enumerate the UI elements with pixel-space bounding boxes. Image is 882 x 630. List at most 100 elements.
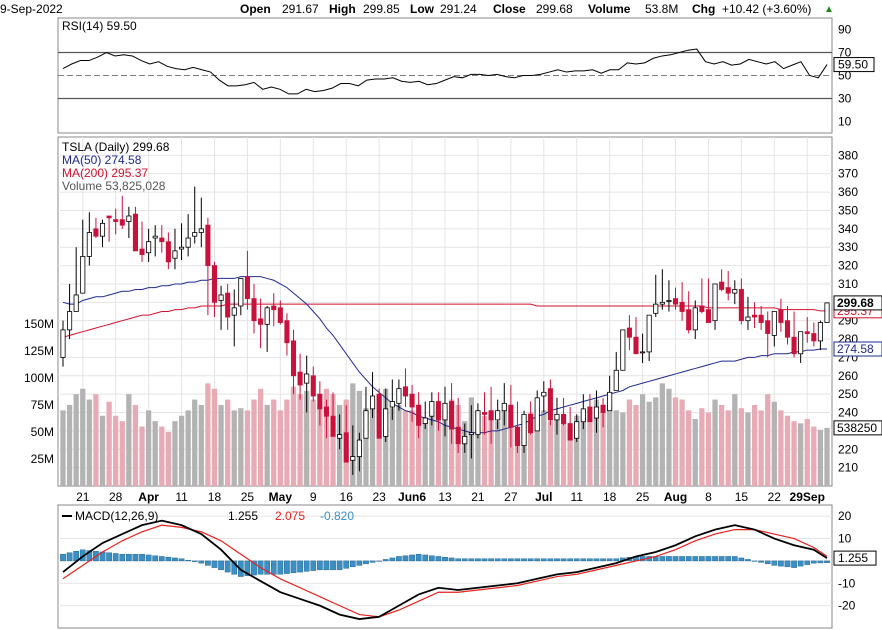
- candle: [514, 401, 520, 453]
- candle-body: [244, 276, 250, 300]
- candle: [350, 425, 356, 475]
- candle: [172, 228, 178, 270]
- candle-body: [699, 305, 705, 312]
- macd-tick-label: -20: [838, 599, 856, 613]
- candle-body: [271, 305, 277, 311]
- candle-body: [416, 404, 422, 426]
- candle-body: [179, 246, 185, 250]
- macd-histogram-bar: [284, 560, 290, 574]
- volume-bar: [653, 397, 659, 486]
- candle: [620, 329, 626, 371]
- candle: [126, 206, 132, 239]
- candle: [238, 278, 244, 316]
- candle: [93, 217, 99, 239]
- macd-histogram-bar: [501, 558, 508, 562]
- macd-histogram-bar: [810, 560, 817, 564]
- candle: [804, 317, 810, 343]
- volume-bar: [106, 401, 112, 486]
- x-tick-label: 8: [705, 490, 712, 504]
- volume-bar: [238, 408, 244, 486]
- candle: [442, 386, 448, 437]
- volume-bar: [587, 419, 593, 486]
- x-tick-label: 21: [76, 490, 90, 504]
- macd-histogram-bar: [422, 554, 429, 562]
- candle: [86, 212, 92, 266]
- candle-body: [429, 401, 435, 417]
- macd-tick-label: 10: [838, 532, 852, 546]
- rsi-last-label-box: 59.50: [833, 57, 875, 73]
- candle-body: [60, 329, 66, 358]
- macd-histogram-bar: [448, 557, 455, 562]
- volume-bar: [732, 394, 738, 486]
- candle-body: [580, 408, 586, 423]
- macd-histogram-bar: [356, 560, 363, 566]
- candle-body: [277, 307, 283, 323]
- volume-bar: [541, 410, 547, 486]
- candle-body: [389, 401, 395, 408]
- volume-bar: [699, 408, 705, 486]
- volume-bar: [639, 394, 646, 486]
- chg-value: +10.42 (+3.60%): [722, 2, 812, 16]
- x-tick-label: Apr: [138, 490, 159, 504]
- macd-histogram-bar: [415, 554, 422, 562]
- rsi-tick-label: 10: [838, 115, 852, 129]
- volume-bar: [178, 415, 185, 486]
- candle: [304, 355, 310, 413]
- candle: [429, 392, 435, 426]
- macd-histogram-bar: [718, 556, 725, 562]
- volume-bar: [745, 412, 751, 486]
- macd-histogram-bar: [270, 560, 277, 575]
- macd-histogram-bar: [389, 557, 396, 562]
- macd-histogram-bar: [593, 558, 600, 562]
- macd-histogram-bar: [606, 558, 613, 562]
- candle-body: [383, 408, 389, 437]
- candle: [251, 283, 257, 334]
- volume-bar: [218, 404, 224, 486]
- volume-tick-label: 150M: [24, 317, 54, 331]
- candle: [370, 372, 376, 419]
- candle: [705, 278, 711, 323]
- macd-histogram-bar: [494, 558, 501, 562]
- candle: [297, 353, 303, 400]
- candle: [738, 278, 744, 325]
- price-tick-label: 220: [838, 442, 858, 456]
- x-tick-label: 13: [438, 490, 452, 504]
- candle-body: [712, 283, 718, 322]
- macd-histogram-bar: [369, 560, 376, 563]
- volume-bar: [633, 404, 639, 486]
- macd-histogram-bar: [764, 560, 771, 565]
- candle-body: [534, 397, 540, 432]
- macd-histogram-bar: [481, 558, 488, 562]
- volume-bar: [93, 394, 99, 486]
- candle: [132, 206, 138, 252]
- volume-bar: [198, 404, 204, 486]
- volume-bar: [824, 427, 830, 486]
- volume-bar: [185, 410, 191, 486]
- macd-histogram-bar: [672, 556, 679, 562]
- candle-body: [633, 336, 639, 355]
- volume-bar: [488, 412, 494, 486]
- macd-histogram-bar: [349, 560, 356, 568]
- candle: [205, 217, 211, 316]
- macd-histogram-bar: [508, 558, 514, 562]
- candle-body: [481, 412, 488, 415]
- candle: [383, 388, 389, 442]
- candle: [211, 261, 218, 318]
- macd-histogram-bar: [679, 556, 685, 562]
- volume-bar: [304, 390, 310, 486]
- candle-body: [811, 333, 817, 342]
- candle: [765, 311, 771, 358]
- volume-bar: [211, 388, 218, 486]
- macd-histogram-bar: [824, 560, 830, 563]
- volume-bar: [560, 419, 567, 486]
- volume-bar: [475, 410, 481, 486]
- macd-histogram-bar: [534, 558, 541, 562]
- candle-body: [725, 287, 731, 294]
- candle-body: [376, 393, 382, 439]
- macd-histogram-bar: [580, 558, 587, 562]
- macd-histogram-bar: [264, 560, 271, 575]
- volume-bar: [132, 404, 139, 486]
- macd-legend: MACD(12,26,9) 1.255 2.075 -0.820: [62, 509, 354, 523]
- macd-histogram-bar: [613, 558, 620, 562]
- candle-body: [666, 300, 672, 302]
